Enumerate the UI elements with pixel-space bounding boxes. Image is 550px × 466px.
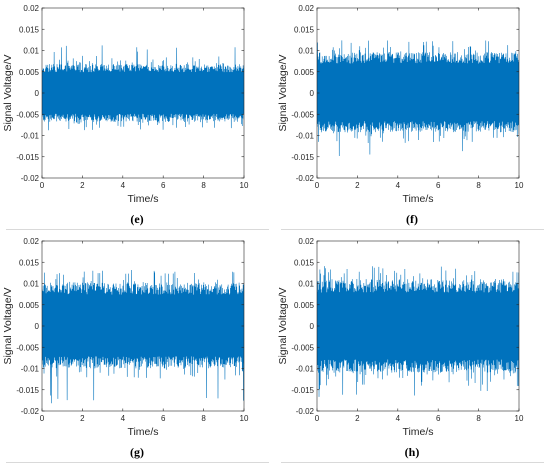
y-tick-label: 0.015 [294, 25, 315, 34]
y-tick-label: 0.005 [294, 68, 315, 77]
x-tick-label: 10 [240, 414, 249, 423]
y-tick-label: -0.01 [21, 365, 40, 374]
y-tick-label: 0.005 [294, 301, 315, 310]
y-tick-label: 0.015 [19, 25, 40, 34]
y-tick-label: 0.01 [23, 47, 39, 56]
y-tick-label: 0.015 [19, 258, 40, 267]
x-tick-label: 4 [121, 181, 126, 190]
x-axis-label: Time/s [127, 193, 158, 205]
chart-svg: 0 2 4 6 8 10 0.02 0.015 0.01 0.005 0 -0.005 -0.01 -0.… [277, 4, 524, 226]
chart-svg: 0 2 4 6 8 10 0.02 0.015 0.01 0.005 0 -0.005 -0.01 -0.… [277, 237, 524, 459]
y-tick-label: -0.01 [296, 365, 315, 374]
y-tick-label: 0 [310, 89, 315, 98]
signal-core-band [42, 294, 244, 357]
x-tick-label: 8 [476, 181, 481, 190]
y-tick-label: 0.01 [298, 47, 314, 56]
x-tick-label: 10 [515, 181, 524, 190]
x-tick-label: 6 [161, 414, 166, 423]
x-tick-label: 0 [40, 181, 45, 190]
y-tick-label: 0 [35, 322, 40, 331]
y-axis-label: Signal Voltage/V [277, 54, 289, 131]
panel-caption: (h) [405, 445, 420, 459]
y-axis-label: Signal Voltage/V [2, 287, 14, 364]
y-tick-label: 0 [310, 322, 315, 331]
y-tick-label: 0.005 [19, 68, 40, 77]
separator-line [281, 462, 544, 463]
y-tick-label: -0.005 [16, 343, 39, 352]
y-tick-label: -0.015 [291, 153, 314, 162]
y-tick-label: 0.005 [19, 301, 40, 310]
y-tick-label: 0.01 [298, 280, 314, 289]
x-tick-label: 8 [201, 414, 206, 423]
x-tick-label: 0 [315, 414, 320, 423]
y-tick-label: 0.02 [23, 4, 39, 13]
y-tick-label: -0.005 [16, 110, 39, 119]
y-tick-label: -0.02 [21, 407, 40, 416]
x-tick-label: 2 [355, 181, 360, 190]
y-tick-label: 0.015 [294, 258, 315, 267]
signal-core-band [42, 72, 244, 114]
chart-svg: 0 2 4 6 8 10 0.02 0.015 0.01 0.005 0 -0.005 -0.01 -0.… [2, 4, 249, 226]
y-tick-label: -0.005 [291, 343, 314, 352]
y-tick-label: -0.01 [296, 132, 315, 141]
panel-caption: (f) [406, 212, 418, 226]
y-tick-label: -0.005 [291, 110, 314, 119]
x-tick-label: 2 [80, 181, 85, 190]
y-tick-label: -0.01 [21, 132, 40, 141]
y-axis-label: Signal Voltage/V [277, 287, 289, 364]
chart-panel-h: 0 2 4 6 8 10 0.02 0.015 0.01 0.005 0 -0.005 -0.01 -0.… [275, 233, 550, 466]
x-axis-label: Time/s [127, 426, 158, 438]
x-axis-label: Time/s [402, 426, 433, 438]
x-tick-label: 4 [396, 181, 401, 190]
y-tick-label: 0.02 [298, 237, 314, 246]
x-tick-label: 4 [396, 414, 401, 423]
x-tick-label: 8 [476, 414, 481, 423]
y-tick-label: -0.015 [16, 153, 39, 162]
y-tick-label: 0.02 [298, 4, 314, 13]
chart-panel-e: 0 2 4 6 8 10 0.02 0.015 0.01 0.005 0 -0.005 -0.01 -0.… [0, 0, 275, 233]
x-tick-label: 6 [436, 181, 441, 190]
y-tick-label: 0.01 [23, 280, 39, 289]
chart-panel-g: 0 2 4 6 8 10 0.02 0.015 0.01 0.005 0 -0.005 -0.01 -0.… [0, 233, 275, 466]
separator-line [281, 229, 544, 230]
y-tick-label: -0.015 [16, 386, 39, 395]
separator-line [6, 462, 269, 463]
chart-panel-f: 0 2 4 6 8 10 0.02 0.015 0.01 0.005 0 -0.005 -0.01 -0.… [275, 0, 550, 233]
y-tick-label: -0.02 [21, 174, 40, 183]
y-tick-label: -0.02 [296, 407, 315, 416]
y-tick-label: -0.015 [291, 386, 314, 395]
x-tick-label: 2 [355, 414, 360, 423]
y-tick-label: 0 [35, 89, 40, 98]
panel-caption: (g) [130, 445, 144, 459]
x-tick-label: 0 [40, 414, 45, 423]
separator-line [6, 229, 269, 230]
x-tick-label: 2 [80, 414, 85, 423]
signal-core-band [317, 63, 519, 122]
x-tick-label: 8 [201, 181, 206, 190]
y-tick-label: -0.02 [296, 174, 315, 183]
x-tick-label: 4 [121, 414, 126, 423]
x-tick-label: 0 [315, 181, 320, 190]
x-tick-label: 10 [515, 414, 524, 423]
panel-caption: (e) [130, 212, 143, 226]
x-axis-label: Time/s [402, 193, 433, 205]
x-tick-label: 6 [161, 181, 166, 190]
x-tick-label: 10 [240, 181, 249, 190]
y-tick-label: 0.02 [23, 237, 39, 246]
y-axis-label: Signal Voltage/V [2, 54, 14, 131]
signal-core-band [317, 292, 519, 360]
x-tick-label: 6 [436, 414, 441, 423]
chart-svg: 0 2 4 6 8 10 0.02 0.015 0.01 0.005 0 -0.005 -0.01 -0.… [2, 237, 249, 459]
